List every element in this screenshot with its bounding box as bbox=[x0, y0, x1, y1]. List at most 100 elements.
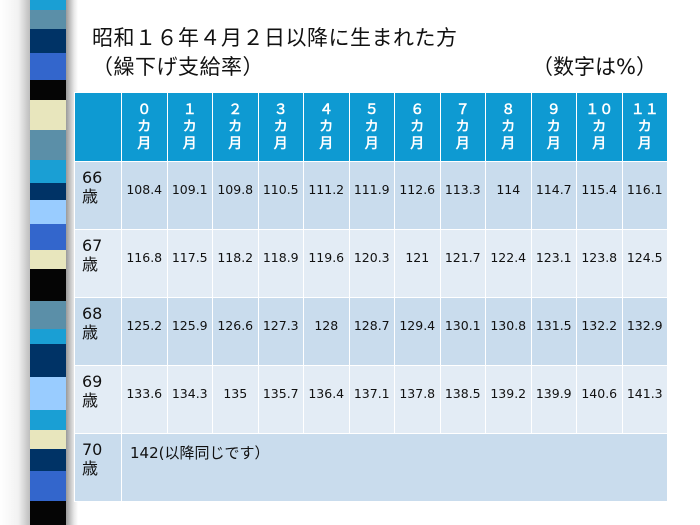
stripe-segment bbox=[30, 410, 66, 430]
column-header-getsu: 月 bbox=[592, 135, 607, 152]
slide-title: 昭和１６年４月２日以降に生まれた方 （繰下げ支給率） bbox=[92, 24, 458, 82]
column-header-month-10: １０ カ月 bbox=[576, 92, 623, 162]
rate-cell: 120.3 bbox=[348, 229, 395, 298]
stripe-segment bbox=[30, 183, 66, 200]
column-header-getsu: 月 bbox=[319, 135, 334, 152]
row-header-age: 67 歳 bbox=[74, 229, 122, 298]
stripe-segment bbox=[30, 10, 66, 29]
stripe-segment bbox=[30, 344, 66, 377]
column-header-num: ９ bbox=[546, 101, 561, 118]
age-number: 70 bbox=[82, 440, 103, 459]
age-unit: 歳 bbox=[82, 391, 99, 410]
age-number: 66 bbox=[82, 168, 103, 187]
rate-cell: 110.5 bbox=[257, 161, 304, 230]
stripe-segment bbox=[30, 430, 66, 449]
column-header-getsu: 月 bbox=[137, 135, 152, 152]
age-unit: 歳 bbox=[82, 255, 99, 274]
stripe-segment bbox=[30, 29, 66, 53]
rate-cell: 139.9 bbox=[530, 365, 577, 434]
rate-cell: 114 bbox=[485, 161, 532, 230]
rate-cell: 130.8 bbox=[485, 297, 532, 366]
age-unit: 歳 bbox=[82, 323, 99, 342]
rate-cell: 135.7 bbox=[257, 365, 304, 434]
stripe-segment bbox=[30, 471, 66, 501]
row-header-age: 68 歳 bbox=[74, 297, 122, 366]
rate-cell: 125.2 bbox=[121, 297, 168, 366]
rate-cell: 116.8 bbox=[121, 229, 168, 298]
column-header-ka: カ bbox=[319, 118, 334, 135]
column-header-num: １０ bbox=[585, 101, 614, 118]
column-header-num: １ bbox=[182, 101, 197, 118]
column-header-ka: カ bbox=[592, 118, 607, 135]
table-row-age-67: 67 歳 116.8 117.5 118.2 118.9 119.6 120.3 121 121.… bbox=[74, 229, 668, 298]
column-header-num: ７ bbox=[455, 101, 470, 118]
stripe-segment bbox=[30, 53, 66, 80]
table-row-age-68: 68 歳 125.2 125.9 126.6 127.3 128 128.7 129.4 130.… bbox=[74, 297, 668, 366]
rate-cell: 122.4 bbox=[485, 229, 532, 298]
column-header-getsu: 月 bbox=[273, 135, 288, 152]
rate-cell: 121 bbox=[394, 229, 441, 298]
stripe-segment bbox=[30, 301, 66, 329]
stripe-segment bbox=[30, 329, 66, 344]
rate-cell: 112.6 bbox=[394, 161, 441, 230]
stripe-segment bbox=[30, 100, 66, 130]
column-header-num: ４ bbox=[319, 101, 334, 118]
column-header-ka: カ bbox=[137, 118, 152, 135]
column-header-ka: カ bbox=[364, 118, 379, 135]
rate-cell: 111.2 bbox=[303, 161, 350, 230]
column-header-ka: カ bbox=[501, 118, 516, 135]
table-row-age-66: 66 歳 108.4 109.1 109.8 110.5 111.2 111.9 112.6 11… bbox=[74, 161, 668, 230]
stripe-segment bbox=[30, 0, 66, 10]
rate-cell: 129.4 bbox=[394, 297, 441, 366]
column-header-ka: カ bbox=[228, 118, 243, 135]
rate-cell: 130.1 bbox=[439, 297, 486, 366]
rate-cell: 133.6 bbox=[121, 365, 168, 434]
column-header-getsu: 月 bbox=[637, 135, 652, 152]
rate-cell: 121.7 bbox=[439, 229, 486, 298]
rate-cell: 132.9 bbox=[621, 297, 668, 366]
column-header-num: ８ bbox=[501, 101, 516, 118]
rate-cell: 115.4 bbox=[576, 161, 623, 230]
rate-cell: 125.9 bbox=[166, 297, 213, 366]
column-header-ka: カ bbox=[455, 118, 470, 135]
rate-cell-merged: 142(以降同じです） bbox=[121, 433, 668, 502]
table-header-row: ０ カ月 １ カ月 ２ カ月 ３ カ月 ４ カ月 ５ カ月 ６ カ月 ７ カ月 ８ カ月 ９ カ月 １０ カ月 １１ カ月 bbox=[74, 92, 668, 162]
column-header-num: １１ bbox=[630, 101, 659, 118]
rate-cell: 118.2 bbox=[212, 229, 259, 298]
deferral-rate-table: ０ カ月 １ カ月 ２ カ月 ３ カ月 ４ カ月 ５ カ月 ６ カ月 ７ カ月 ８ カ月 ９ カ月 １０ カ月 １１ カ月 6… bbox=[74, 92, 668, 502]
rate-cell: 136.4 bbox=[303, 365, 350, 434]
column-header-month-11: １１ カ月 bbox=[621, 92, 668, 162]
age-number: 68 bbox=[82, 304, 103, 323]
rate-cell: 137.1 bbox=[348, 365, 395, 434]
stripe-segment bbox=[30, 200, 66, 224]
column-header-getsu: 月 bbox=[364, 135, 379, 152]
age-unit: 歳 bbox=[82, 187, 99, 206]
column-header-ka: カ bbox=[546, 118, 561, 135]
rate-cell: 131.5 bbox=[530, 297, 577, 366]
rate-cell: 128.7 bbox=[348, 297, 395, 366]
stripe-segment bbox=[30, 377, 66, 410]
column-header-ka: カ bbox=[410, 118, 425, 135]
rate-cell: 140.6 bbox=[576, 365, 623, 434]
stripe-segment bbox=[30, 160, 66, 183]
rate-cell: 118.9 bbox=[257, 229, 304, 298]
rate-cell: 138.5 bbox=[439, 365, 486, 434]
row-header-age: 66 歳 bbox=[74, 161, 122, 230]
column-header-num: ２ bbox=[228, 101, 243, 118]
rate-cell: 113.3 bbox=[439, 161, 486, 230]
rate-cell: 124.5 bbox=[621, 229, 668, 298]
column-header-num: ６ bbox=[410, 101, 425, 118]
rate-cell: 134.3 bbox=[166, 365, 213, 434]
stripe-segment bbox=[30, 269, 66, 301]
rate-cell: 132.2 bbox=[576, 297, 623, 366]
column-header-ka: カ bbox=[273, 118, 288, 135]
table-row-age-70: 70 歳 142(以降同じです） bbox=[74, 433, 668, 502]
